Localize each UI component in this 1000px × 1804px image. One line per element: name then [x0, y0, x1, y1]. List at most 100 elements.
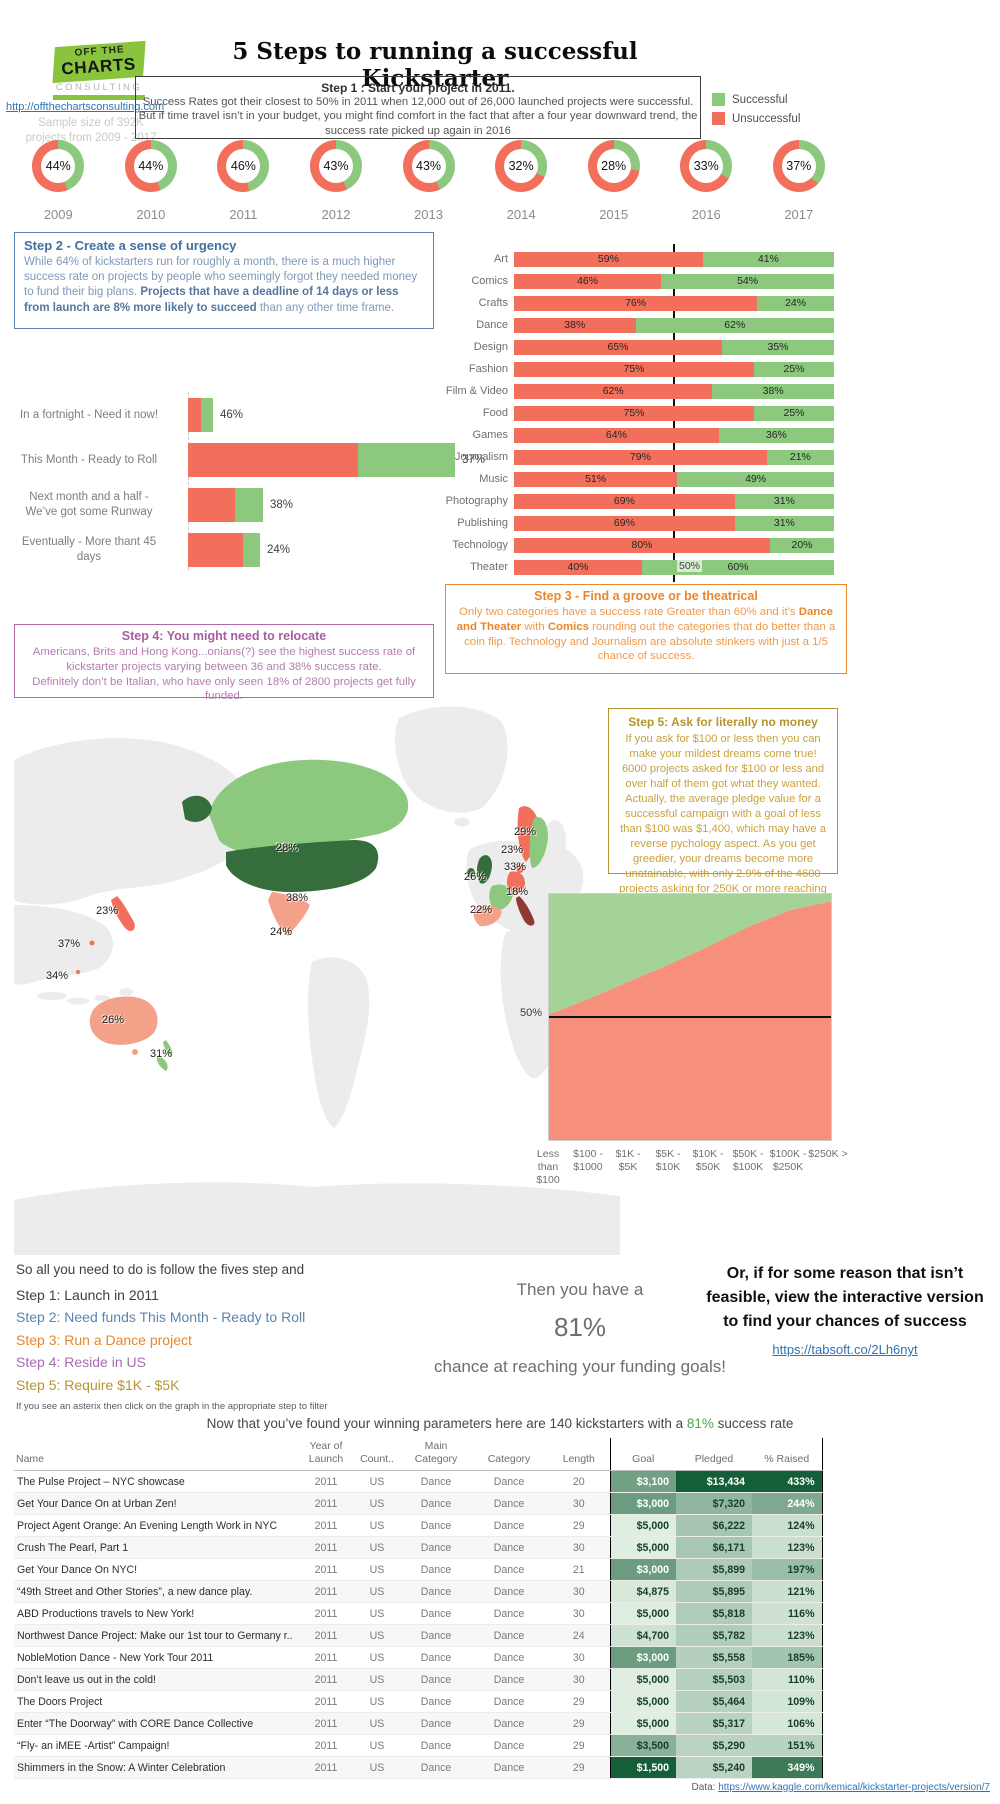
country-hong-kong[interactable]: [89, 940, 95, 946]
year-donut[interactable]: 37% 2017: [753, 140, 846, 222]
category-row[interactable]: Film & Video 62% 38%: [440, 380, 840, 402]
table-row[interactable]: Northwest Dance Project: Make our 1st to…: [14, 1624, 823, 1648]
deadline-row[interactable]: In a fortnight - Need it now! 46%: [14, 398, 514, 432]
table-row[interactable]: ABD Productions travels to New York! 2011…: [14, 1602, 823, 1626]
country-japan[interactable]: [111, 896, 135, 932]
category-row[interactable]: Games 64% 36%: [440, 424, 840, 446]
projects-table[interactable]: Name Year of Launch Count.. Main Category Ca…: [14, 1438, 823, 1780]
category-row[interactable]: Publishing 69% 31%: [440, 512, 840, 534]
deadline-row[interactable]: Eventually - More thant 45 days 24%: [14, 533, 514, 567]
category-row[interactable]: Food 75% 25%: [440, 402, 840, 424]
table-row[interactable]: “Fly- an iMEE -Artist” Campaign! 2011 US Da…: [14, 1734, 823, 1758]
country-canada[interactable]: [209, 759, 409, 856]
col-header[interactable]: Category: [470, 1438, 548, 1472]
year-donut[interactable]: 33% 2016: [660, 140, 753, 222]
category-unsuccessful-bar[interactable]: 40%: [514, 559, 642, 575]
col-header[interactable]: Year of Launch: [300, 1438, 352, 1472]
category-successful-bar[interactable]: 31%: [734, 515, 834, 531]
category-successful-bar[interactable]: 36%: [718, 427, 834, 443]
table-row[interactable]: Crush The Pearl, Part 1 2011 US Dance Dance 3…: [14, 1536, 823, 1560]
category-successful-bar[interactable]: 38%: [712, 383, 834, 399]
category-row[interactable]: Theater 40% 60% 50%: [440, 556, 840, 578]
deadline-successful-bar[interactable]: [201, 398, 213, 432]
category-unsuccessful-bar[interactable]: 75%: [514, 405, 754, 421]
category-unsuccessful-bar[interactable]: 62%: [514, 383, 713, 399]
country-spain[interactable]: [473, 905, 502, 927]
category-successful-bar[interactable]: 49%: [677, 471, 834, 487]
category-unsuccessful-bar[interactable]: 69%: [514, 515, 735, 531]
category-unsuccessful-bar[interactable]: 59%: [514, 251, 703, 267]
col-header[interactable]: Name: [14, 1438, 300, 1472]
category-successful-bar[interactable]: 24%: [757, 295, 834, 311]
category-row[interactable]: Crafts 76% 24%: [440, 292, 840, 314]
table-row[interactable]: Don’t leave us out in the cold! 2011 US Dan…: [14, 1668, 823, 1692]
category-row[interactable]: Photography 69% 31%: [440, 490, 840, 512]
category-row[interactable]: Dance 38% 62%: [440, 314, 840, 336]
table-row[interactable]: NobleMotion Dance - New York Tour 2011 20…: [14, 1646, 823, 1670]
deadline-unsuccessful-bar[interactable]: [188, 488, 235, 522]
table-row[interactable]: “49th Street and Other Stories”, a new d…: [14, 1580, 823, 1604]
deadline-unsuccessful-bar[interactable]: [188, 443, 358, 477]
category-successful-bar[interactable]: 41%: [702, 251, 834, 267]
country-singapore[interactable]: [76, 970, 80, 974]
category-unsuccessful-bar[interactable]: 51%: [514, 471, 678, 487]
col-header[interactable]: Length: [548, 1438, 610, 1472]
table-row[interactable]: The Doors Project 2011 US Dance Dance 29 $5,00…: [14, 1690, 823, 1714]
year-donut[interactable]: 28% 2015: [567, 140, 660, 222]
legend-successful[interactable]: Successful: [712, 93, 800, 106]
category-successful-bar[interactable]: 20%: [770, 537, 834, 553]
country-australia[interactable]: [89, 996, 158, 1045]
col-header[interactable]: Main Category: [402, 1438, 470, 1472]
country-mexico[interactable]: [268, 892, 310, 936]
category-successful-bar[interactable]: 31%: [734, 493, 834, 509]
table-row[interactable]: Shimmers in the Snow: A Winter Celebrati…: [14, 1756, 823, 1780]
table-row[interactable]: Get Your Dance On at Urban Zen! 2011 US Dan…: [14, 1492, 823, 1516]
category-unsuccessful-bar[interactable]: 46%: [514, 273, 662, 289]
country-us[interactable]: [226, 840, 379, 892]
category-row[interactable]: Design 65% 35%: [440, 336, 840, 358]
year-donut[interactable]: 43% 2012: [290, 140, 383, 222]
category-successful-bar[interactable]: 60%: [642, 559, 834, 575]
year-donut[interactable]: 44% 2009: [12, 140, 105, 222]
col-header[interactable]: Goal: [609, 1438, 676, 1472]
deadline-unsuccessful-bar[interactable]: [188, 398, 201, 432]
category-unsuccessful-bar[interactable]: 38%: [514, 317, 636, 333]
data-source-link[interactable]: https://www.kaggle.com/kemical/kickstart…: [718, 1782, 990, 1793]
category-row[interactable]: Music 51% 49%: [440, 468, 840, 490]
col-header[interactable]: % Raised: [752, 1438, 823, 1472]
category-row[interactable]: Art 59% 41%: [440, 248, 840, 270]
category-successful-bar[interactable]: 35%: [722, 339, 834, 355]
table-row[interactable]: Enter “The Doorway” with CORE Dance Coll…: [14, 1712, 823, 1736]
category-unsuccessful-bar[interactable]: 64%: [514, 427, 719, 443]
category-unsuccessful-bar[interactable]: 76%: [514, 295, 758, 311]
category-successful-bar[interactable]: 62%: [635, 317, 834, 333]
country-germany[interactable]: [507, 871, 525, 894]
deadline-successful-bar[interactable]: [358, 443, 455, 477]
category-row[interactable]: Technology 80% 20%: [440, 534, 840, 556]
country-france[interactable]: [489, 884, 513, 911]
deadline-row[interactable]: This Month - Ready to Roll 37%: [14, 443, 514, 477]
table-row[interactable]: Project Agent Orange: An Evening Length …: [14, 1514, 823, 1538]
deadline-successful-bar[interactable]: [243, 533, 260, 567]
category-unsuccessful-bar[interactable]: 69%: [514, 493, 735, 509]
site-link-anchor[interactable]: http://offthechartsconsulting.com: [6, 101, 165, 113]
col-header[interactable]: Count..: [352, 1438, 402, 1472]
category-successful-bar[interactable]: 25%: [754, 361, 834, 377]
tabsoft-link[interactable]: https://tabsoft.co/2Lh6nyt: [772, 1342, 918, 1357]
country-alaska[interactable]: [182, 795, 212, 822]
country-denmark[interactable]: [516, 863, 524, 873]
category-unsuccessful-bar[interactable]: 65%: [514, 339, 722, 355]
category-row[interactable]: Comics 46% 54%: [440, 270, 840, 292]
category-row[interactable]: Fashion 75% 25%: [440, 358, 840, 380]
goal-area-chart[interactable]: [548, 893, 832, 1141]
country-sweden[interactable]: [529, 816, 548, 868]
category-unsuccessful-bar[interactable]: 75%: [514, 361, 754, 377]
country-ireland[interactable]: [467, 868, 475, 878]
country-italy[interactable]: [516, 896, 535, 926]
legend-unsuccessful[interactable]: Unsuccessful: [712, 112, 800, 125]
col-header[interactable]: Pledged: [676, 1438, 752, 1472]
table-row[interactable]: The Pulse Project – NYC showcase 2011 US Da…: [14, 1470, 823, 1494]
category-successful-bar[interactable]: 21%: [766, 449, 834, 465]
country-tasmania[interactable]: [132, 1049, 138, 1055]
country-new-zealand[interactable]: [163, 1040, 173, 1057]
